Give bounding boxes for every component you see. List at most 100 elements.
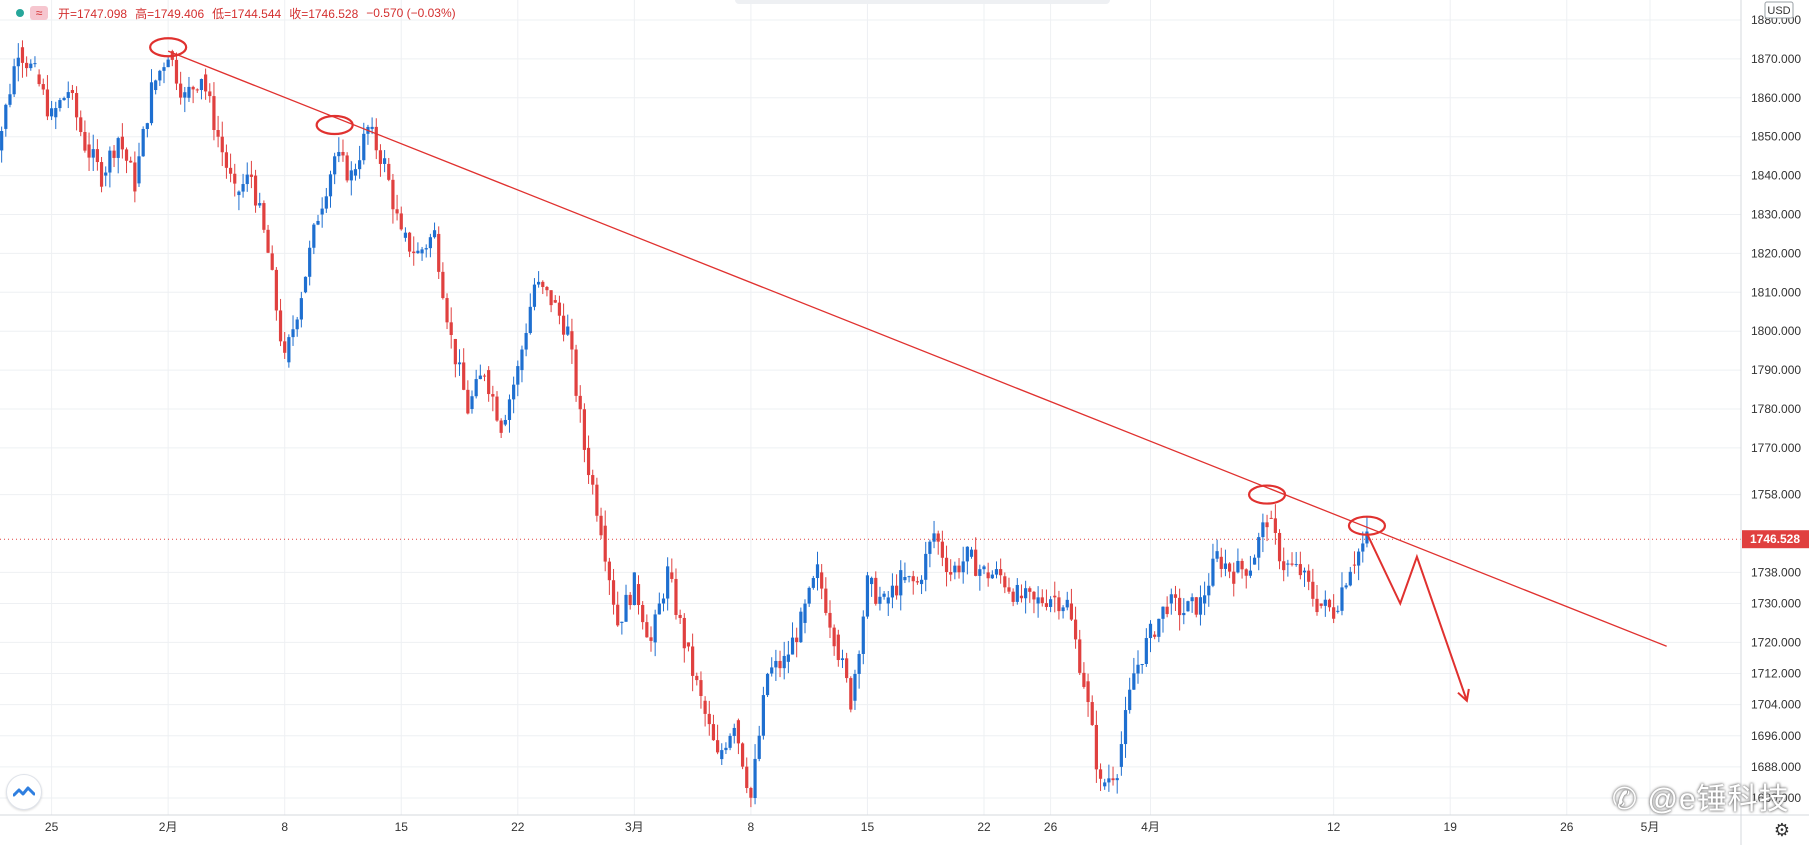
candle-body	[324, 196, 328, 209]
candle-body	[649, 637, 653, 641]
candle-body	[1257, 537, 1261, 558]
candle-body	[915, 581, 919, 583]
candle-body	[1219, 556, 1223, 569]
candle-body	[616, 604, 620, 626]
top-panel-tab[interactable]	[735, 0, 1110, 4]
candle-body	[870, 577, 874, 585]
candle-body	[1078, 639, 1082, 673]
currency-label: USD	[1767, 5, 1790, 17]
candle-body	[478, 375, 482, 380]
candle-body	[58, 100, 62, 109]
candle-body	[795, 637, 799, 643]
candle-body	[432, 230, 437, 238]
candle-body	[845, 658, 849, 679]
candle-body	[482, 375, 487, 377]
candle-body	[412, 251, 416, 254]
high-value: 高=1749.406	[135, 6, 205, 21]
x-tick-label: 8	[748, 820, 755, 834]
candle-body	[1094, 724, 1098, 770]
candle-body	[790, 637, 795, 655]
x-tick-label: 26	[1044, 820, 1058, 834]
candle-body	[840, 658, 845, 661]
candle-body	[1148, 623, 1153, 639]
candle-body	[29, 63, 33, 69]
candle-body	[1103, 782, 1107, 787]
candle-body	[1357, 551, 1361, 566]
candle-body	[224, 152, 229, 168]
candle-body	[154, 80, 158, 91]
x-tick-label: 22	[511, 820, 525, 834]
candle-body	[849, 678, 853, 710]
candle-body	[212, 96, 216, 131]
candle-body	[661, 598, 666, 604]
watermark: ✆ @e锤科技	[1612, 774, 1790, 818]
candle-body	[1161, 606, 1165, 619]
candle-body	[928, 541, 932, 554]
candle-body	[720, 750, 724, 760]
candle-body	[87, 144, 91, 158]
candle-body	[578, 395, 582, 410]
candle-body	[1090, 702, 1094, 725]
candle-body	[882, 593, 886, 597]
candle-body	[228, 167, 233, 174]
candle-body	[104, 172, 108, 176]
candle-body	[553, 300, 557, 303]
candle-body	[199, 79, 204, 91]
candle-body	[416, 250, 420, 254]
candle-body	[1298, 564, 1302, 576]
candle-body	[274, 269, 278, 311]
candle-body	[936, 533, 940, 542]
candle-body	[782, 655, 786, 669]
wave-icon[interactable]: ≈	[30, 6, 48, 20]
candle-body	[216, 130, 220, 137]
candle-body	[807, 587, 811, 604]
candle-body	[341, 151, 345, 156]
candle-body	[861, 616, 865, 654]
candle-body	[16, 57, 20, 67]
y-tick-label: 1790.000	[1751, 363, 1801, 377]
y-tick-label: 1860.000	[1751, 91, 1801, 105]
gear-icon[interactable]: ⚙	[1773, 820, 1791, 840]
candle-body	[890, 585, 895, 598]
candle-body	[632, 572, 636, 606]
candle-body	[1157, 618, 1161, 637]
candle-body	[524, 333, 528, 350]
candle-body	[994, 569, 999, 575]
current-price-label: 1746.528	[1750, 532, 1800, 546]
candle-body	[557, 302, 562, 316]
candle-body	[1361, 543, 1365, 552]
candle-body	[1049, 599, 1053, 607]
candle-body	[1286, 563, 1290, 565]
candle-body	[886, 597, 890, 604]
candle-body	[969, 549, 974, 557]
candle-body	[761, 695, 765, 736]
candle-body	[1290, 563, 1294, 565]
candle-body	[445, 298, 449, 323]
candle-body	[1153, 634, 1157, 637]
tradingview-logo-icon[interactable]	[6, 774, 42, 810]
candle-body	[820, 572, 824, 589]
y-tick-label: 1800.000	[1751, 324, 1801, 338]
x-tick-label: 8	[281, 820, 288, 834]
candle-body	[74, 93, 79, 118]
candle-body	[12, 66, 16, 95]
candle-body	[1194, 597, 1198, 615]
candle-body	[233, 173, 237, 184]
candle-body	[574, 349, 578, 396]
candle-body	[974, 549, 978, 576]
candle-body	[570, 331, 574, 350]
candle-body	[383, 158, 387, 164]
candle-body	[682, 617, 686, 649]
candle-body	[566, 326, 570, 335]
candle-body	[740, 743, 745, 767]
candle-body	[124, 149, 129, 161]
candle-body	[716, 740, 720, 753]
candle-body	[266, 229, 270, 253]
candle-body	[957, 565, 961, 573]
candle-body	[1311, 581, 1315, 599]
candle-body	[1111, 778, 1115, 781]
candle-body	[345, 155, 349, 181]
candle-body	[466, 389, 470, 414]
